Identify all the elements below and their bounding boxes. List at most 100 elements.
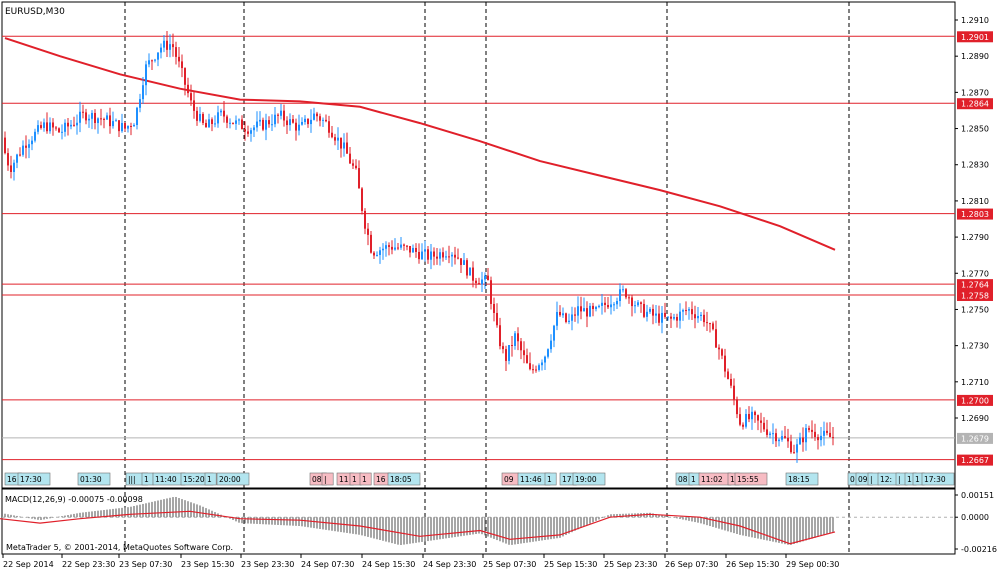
candle-body: [469, 267, 471, 276]
event-label: 20:00: [219, 475, 241, 484]
candle-body: [811, 429, 813, 432]
events-layer[interactable]: 16 17:30 01:30 ||| 1 11:40 15:20 1 20:00 08 | 11 1 1 1…: [4, 472, 955, 486]
candle-body: [802, 437, 804, 443]
event-marker[interactable]: [17, 472, 51, 486]
event-marker[interactable]: [734, 472, 768, 486]
candle-body: [616, 301, 618, 305]
candle-body: [685, 310, 687, 312]
candle-body: [580, 306, 582, 312]
candle-body: [265, 120, 267, 130]
candle-body: [484, 275, 486, 280]
candle-body: [538, 365, 540, 370]
event-label: |: [324, 475, 327, 484]
candle-body: [574, 314, 576, 316]
event-marker[interactable]: [544, 472, 557, 486]
candle-body: [91, 112, 93, 119]
candle-body: [292, 119, 294, 123]
event-marker[interactable]: [387, 472, 421, 486]
candle-body: [313, 113, 315, 120]
candle-body: [817, 437, 819, 441]
event-label: 1: [144, 475, 149, 484]
candle-body: [76, 122, 78, 126]
candle-body: [409, 245, 411, 253]
candle-body: [202, 113, 204, 123]
candle-body: [16, 154, 18, 163]
candle-body: [826, 430, 828, 433]
candle-body: [715, 329, 717, 348]
event-label: 15:55: [737, 475, 759, 484]
candle-body: [67, 122, 69, 127]
candle-body: [697, 315, 699, 319]
candle-body: [490, 280, 492, 304]
candle-body: [814, 431, 816, 438]
candle-body: [649, 308, 651, 312]
candle-body: [688, 309, 690, 311]
event-label: |: [898, 475, 901, 484]
bid-price-label: 1.2679: [961, 434, 989, 443]
candle-body: [142, 85, 144, 100]
candle-body: [160, 47, 162, 53]
candle-body: [436, 256, 438, 259]
candle-body: [289, 119, 291, 126]
time-tick-label: 26 Sep 15:30: [726, 560, 779, 569]
candle-body: [499, 325, 501, 347]
candle-body: [442, 252, 444, 258]
macd-tick-label: 0.0000: [961, 513, 989, 522]
event-label: 1: [907, 475, 912, 484]
price-tick-label: 1.2830: [961, 161, 989, 170]
event-marker[interactable]: [572, 472, 606, 486]
time-tick-label: 23 Sep 07:30: [119, 560, 172, 569]
candle-body: [481, 279, 483, 285]
candle-body: [163, 40, 165, 48]
event-marker[interactable]: [321, 472, 334, 486]
candle-body: [727, 371, 729, 379]
time-tick-label: 22 Sep 23:30: [62, 560, 115, 569]
event-label: 18:05: [390, 475, 412, 484]
event-marker[interactable]: [785, 472, 819, 486]
price-tick-label: 1.2870: [961, 88, 989, 97]
candle-body: [316, 113, 318, 117]
candle-body: [520, 341, 522, 351]
copyright-text: MetaTrader 5, © 2001-2014, MetaQuotes So…: [6, 543, 233, 552]
candle-body: [457, 257, 459, 259]
candle-body: [829, 432, 831, 438]
event-label: 0: [850, 475, 855, 484]
event-marker[interactable]: [204, 472, 217, 486]
event-marker[interactable]: [359, 472, 372, 486]
candle-body: [682, 310, 684, 312]
event-marker[interactable]: [216, 472, 250, 486]
candle-body: [589, 305, 591, 317]
candle-body: [307, 118, 309, 125]
candle-body: [496, 312, 498, 326]
candle-body: [7, 153, 9, 166]
candle-body: [373, 252, 375, 256]
candle-body: [346, 142, 348, 154]
candle-body: [190, 93, 192, 101]
event-label: 11: [339, 475, 349, 484]
candle-body: [550, 340, 552, 350]
candle-body: [235, 120, 237, 124]
candle-body: [700, 314, 702, 316]
candle-body: [124, 123, 126, 129]
candle-body: [103, 118, 105, 120]
candle-body: [604, 302, 606, 305]
candle-body: [532, 369, 534, 371]
candle-body: [748, 413, 750, 420]
candle-body: [772, 433, 774, 435]
candle-body: [361, 188, 363, 211]
candle-body: [184, 68, 186, 85]
candle-body: [328, 121, 330, 133]
candle-body: [109, 115, 111, 127]
candle-body: [706, 322, 708, 324]
candle-body: [397, 247, 399, 249]
candle-body: [196, 110, 198, 121]
candle-body: [634, 305, 636, 307]
event-marker[interactable]: [77, 472, 111, 486]
event-marker[interactable]: [921, 472, 955, 486]
candle-body: [721, 349, 723, 356]
candle-body: [568, 320, 570, 322]
candle-body: [820, 435, 822, 441]
